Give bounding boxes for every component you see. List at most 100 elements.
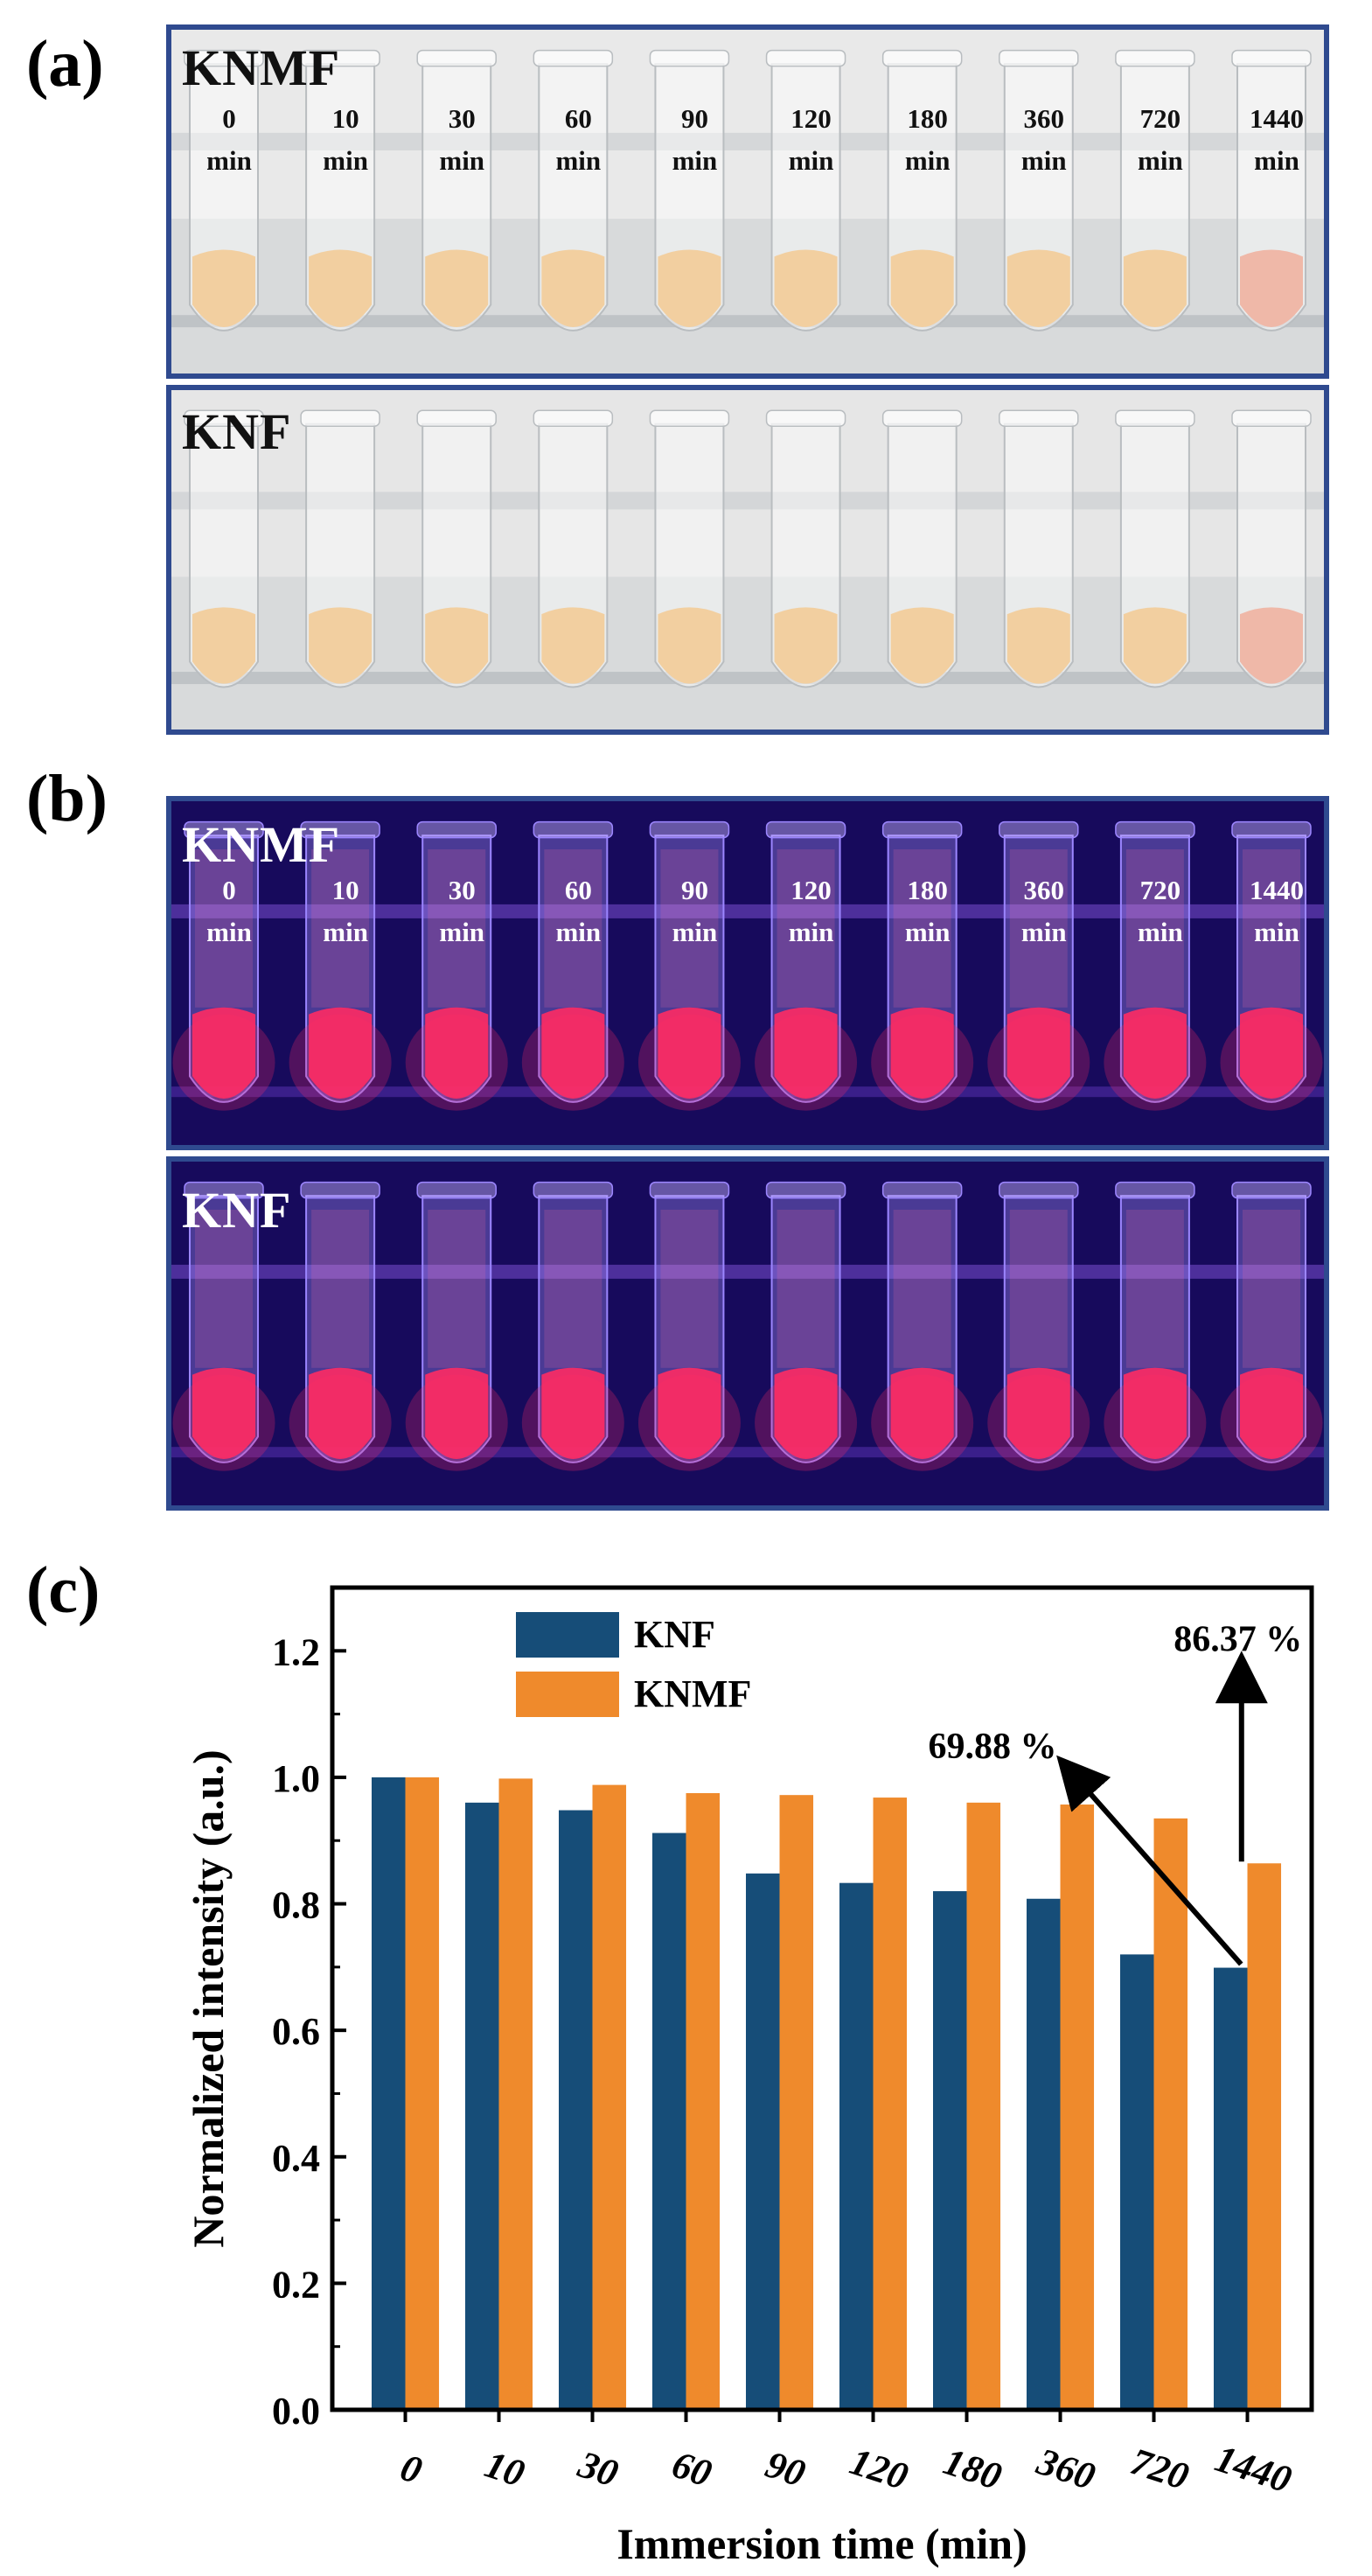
- tube-30: [416, 49, 497, 332]
- bar-knf-90: [746, 1873, 780, 2410]
- tube-10: [289, 820, 392, 1111]
- time-label-360: 360 min: [1020, 103, 1067, 176]
- tube-60: [533, 409, 614, 688]
- time-label-1440: 1440 min: [1250, 103, 1304, 176]
- bar-knf-1440: [1214, 1967, 1248, 2410]
- y-tick-label: 1.2: [272, 1630, 320, 1673]
- time-label-30: 30 min: [439, 875, 485, 947]
- time-label-0: 0 min: [206, 875, 252, 947]
- tube-720: [1104, 1181, 1207, 1471]
- bar-knf-30: [559, 1810, 593, 2410]
- time-label-180: 180 min: [904, 875, 951, 947]
- time-label-720: 720 min: [1138, 875, 1183, 947]
- tube-360: [987, 820, 1090, 1111]
- photo-knf-label: KNF: [182, 403, 292, 460]
- time-label-60: 60 min: [555, 875, 602, 947]
- tube-120: [765, 409, 846, 688]
- tube-60: [521, 1181, 624, 1471]
- photo-knmf-label: KNMF: [182, 39, 341, 96]
- tube-90: [637, 820, 741, 1111]
- x-axis-title: Immersion time (min): [616, 2519, 1027, 2568]
- tube-1440: [1220, 1181, 1323, 1471]
- bar-knmf-60: [686, 1793, 721, 2410]
- x-tick-label-720: 720: [1125, 2440, 1194, 2498]
- x-tick-label-1440: 1440: [1210, 2437, 1297, 2502]
- tube-180: [881, 49, 963, 332]
- tube-1440: [1231, 49, 1312, 332]
- legend-label-knf: KNF: [634, 1613, 715, 1656]
- bar-knf-360: [1027, 1898, 1061, 2410]
- tube-180: [871, 820, 974, 1111]
- tube-0: [184, 409, 264, 688]
- tube-180: [871, 1181, 974, 1471]
- bar-knmf-180: [966, 1802, 1001, 2410]
- panel-c-label: (c): [26, 1553, 101, 1627]
- x-tick-label-30: 30: [573, 2442, 623, 2496]
- tube-0: [184, 49, 264, 332]
- x-tick-label-180: 180: [938, 2440, 1006, 2498]
- panel-a-label: (a): [26, 27, 104, 101]
- legend-swatch-knmf: [516, 1672, 619, 1717]
- plot-frame: [330, 1585, 1314, 2412]
- x-tick-label-10: 10: [480, 2443, 530, 2496]
- tube-60: [521, 820, 624, 1111]
- time-label-0: 0 min: [206, 103, 252, 176]
- tube-90: [649, 49, 730, 332]
- tube-10: [289, 1181, 392, 1471]
- x-tick-label-360: 360: [1031, 2440, 1100, 2498]
- photo-knf-uv-label: KNF: [182, 1182, 292, 1239]
- tube-30: [405, 1181, 508, 1471]
- y-tick-label: 0.8: [272, 1884, 320, 1927]
- time-label-10: 10 min: [323, 103, 368, 176]
- tube-1440: [1220, 820, 1323, 1111]
- tube-30: [405, 820, 508, 1111]
- bar-knf-0: [372, 1777, 406, 2410]
- tube-720: [1115, 409, 1195, 688]
- x-tick-label-90: 90: [761, 2443, 811, 2496]
- panel-b-label: (b): [26, 762, 108, 835]
- tube-10: [300, 409, 380, 688]
- y-tick-label: 0.2: [272, 2263, 320, 2306]
- legend-label-knmf: KNMF: [634, 1672, 751, 1715]
- y-tick-label: 0.0: [272, 2390, 320, 2433]
- photo-knf-daylight: KNF: [166, 385, 1329, 735]
- tube-90: [649, 409, 730, 688]
- tube-120: [765, 49, 846, 332]
- time-label-720: 720 min: [1138, 103, 1183, 176]
- time-label-180: 180 min: [904, 103, 951, 176]
- tube-720: [1104, 820, 1207, 1111]
- tube-360: [999, 49, 1079, 332]
- tube-720: [1115, 49, 1195, 332]
- y-axis-title: Normalized intensity (a.u.): [184, 1749, 233, 2247]
- tube-120: [755, 1181, 858, 1471]
- annotation-knf: 69.88 %: [929, 1727, 1057, 1767]
- tube-120: [755, 820, 858, 1111]
- bar-knf-120: [839, 1882, 874, 2410]
- time-label-30: 30 min: [439, 103, 485, 176]
- bar-knf-10: [465, 1802, 499, 2410]
- bar-chart: 0.0 0.2 0.4 0.6 0.8 1.0 1.2 0 10 30 60 90 120 180 360 7…: [184, 1585, 1314, 2568]
- tube-10: [300, 49, 380, 332]
- bar-knf-720: [1120, 1954, 1154, 2410]
- tube-30: [416, 409, 497, 688]
- x-tick-label-60: 60: [667, 2443, 717, 2496]
- bar-knf-180: [933, 1891, 967, 2410]
- bar-knmf-360: [1060, 1805, 1095, 2410]
- x-tick-label-120: 120: [845, 2440, 913, 2498]
- time-label-120: 120 min: [788, 875, 834, 947]
- tube-360: [987, 1181, 1090, 1471]
- time-label-360: 360 min: [1020, 875, 1067, 947]
- photo-knmf-daylight: KNMF 0 min 10 min 30 min 60 min 90 min 120 min 180 mi…: [166, 24, 1329, 379]
- tube-1440: [1231, 409, 1312, 688]
- bar-knmf-120: [873, 1798, 908, 2410]
- bar-knmf-1440: [1247, 1863, 1282, 2410]
- time-label-90: 90 min: [672, 875, 718, 947]
- y-tick-label: 0.4: [272, 2137, 320, 2180]
- y-tick-label: 1.0: [272, 1757, 320, 1800]
- time-label-10: 10 min: [323, 875, 368, 947]
- tube-180: [881, 409, 963, 688]
- bar-knmf-0: [405, 1777, 440, 2410]
- bar-knmf-30: [592, 1784, 627, 2410]
- time-label-60: 60 min: [555, 103, 602, 176]
- time-label-1440: 1440 min: [1250, 875, 1304, 947]
